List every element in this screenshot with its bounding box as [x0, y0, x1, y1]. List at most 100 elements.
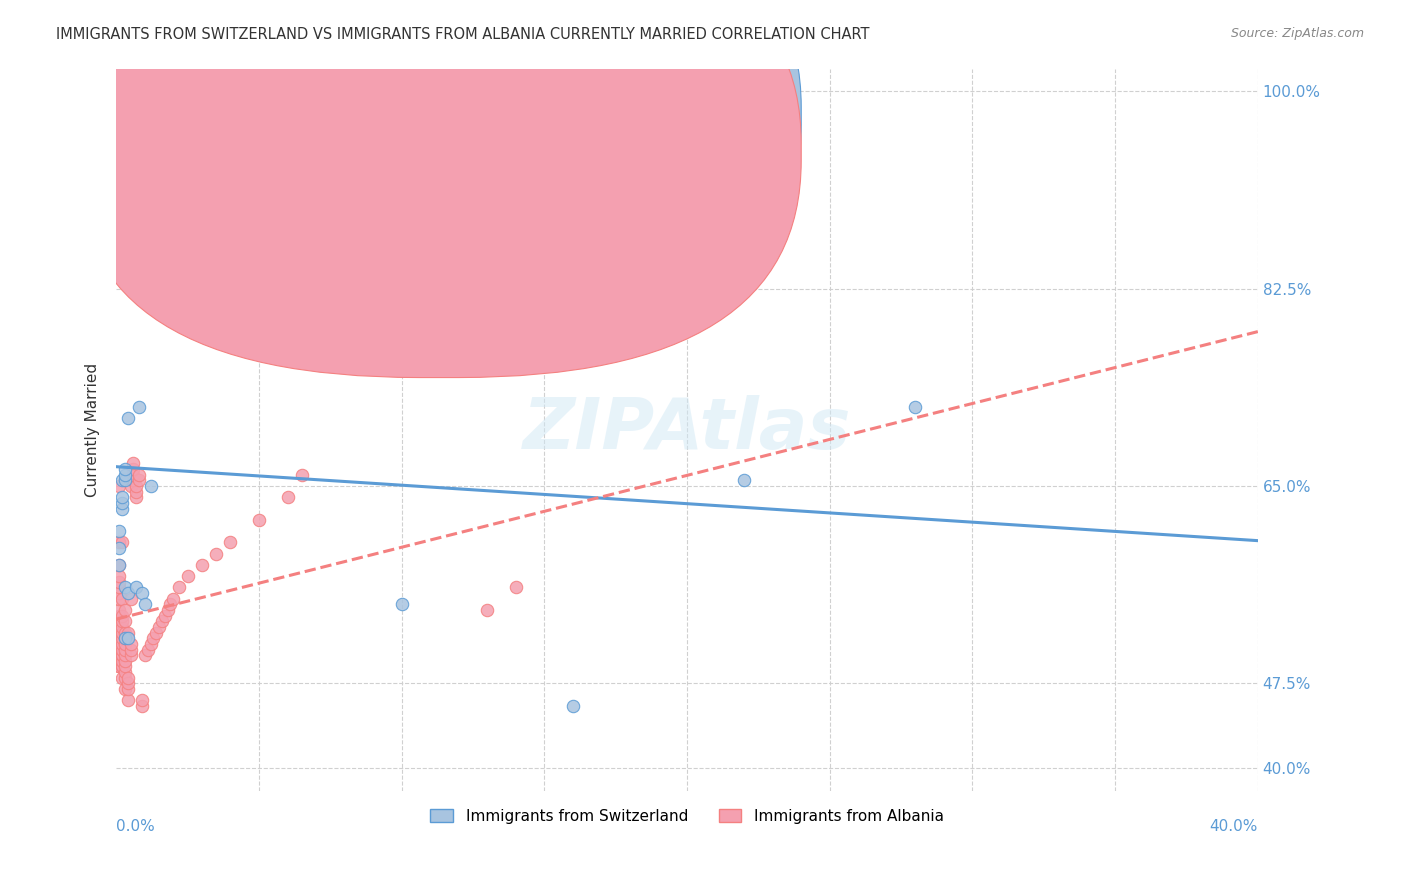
Text: 99: 99	[658, 152, 679, 167]
Point	[120, 642, 142, 657]
Point	[117, 681, 139, 696]
Text: N =: N =	[591, 152, 634, 167]
Text: 0.0%: 0.0%	[117, 819, 155, 834]
Point	[111, 654, 134, 668]
Point	[117, 411, 139, 425]
Point	[219, 535, 242, 549]
Point	[108, 637, 131, 651]
Point	[111, 496, 134, 510]
Point	[108, 541, 131, 555]
Point	[117, 693, 139, 707]
FancyBboxPatch shape	[453, 83, 796, 199]
Point	[108, 524, 131, 538]
Point	[131, 586, 153, 600]
Point	[114, 632, 136, 646]
Point	[114, 637, 136, 651]
Point	[904, 400, 927, 414]
FancyBboxPatch shape	[76, 0, 801, 342]
Point	[117, 676, 139, 690]
Point	[120, 591, 142, 606]
Point	[108, 620, 131, 634]
Point	[108, 620, 131, 634]
Point	[111, 615, 134, 629]
Point	[156, 163, 179, 178]
Point	[108, 632, 131, 646]
Point	[108, 574, 131, 589]
Point	[108, 648, 131, 663]
Point	[114, 632, 136, 646]
Point	[114, 467, 136, 482]
Point	[142, 632, 165, 646]
Point	[120, 231, 142, 245]
Point	[505, 581, 527, 595]
Text: R =: R =	[482, 115, 515, 130]
Point	[108, 637, 131, 651]
Point	[159, 598, 181, 612]
Text: 0.139: 0.139	[533, 115, 581, 130]
Point	[122, 231, 145, 245]
Point	[128, 473, 150, 487]
Y-axis label: Currently Married: Currently Married	[86, 362, 100, 497]
Point	[153, 608, 176, 623]
Text: Source: ZipAtlas.com: Source: ZipAtlas.com	[1230, 27, 1364, 40]
Point	[139, 637, 162, 651]
Point	[134, 648, 156, 663]
Point	[162, 591, 184, 606]
Point	[125, 490, 148, 504]
Point	[108, 659, 131, 673]
Point	[108, 632, 131, 646]
Point	[142, 197, 165, 211]
Text: IMMIGRANTS FROM SWITZERLAND VS IMMIGRANTS FROM ALBANIA CURRENTLY MARRIED CORRELA: IMMIGRANTS FROM SWITZERLAND VS IMMIGRANT…	[56, 27, 870, 42]
Point	[247, 513, 270, 527]
Point	[111, 490, 134, 504]
Point	[122, 467, 145, 482]
Point	[108, 625, 131, 640]
Point	[125, 479, 148, 493]
Point	[128, 400, 150, 414]
Text: ZIPAtlas: ZIPAtlas	[523, 395, 851, 464]
Point	[120, 479, 142, 493]
Point	[114, 625, 136, 640]
Point	[111, 659, 134, 673]
Point	[391, 598, 413, 612]
Point	[276, 490, 298, 504]
Point	[122, 473, 145, 487]
Point	[122, 462, 145, 476]
Point	[108, 581, 131, 595]
Point	[131, 698, 153, 713]
Point	[114, 473, 136, 487]
Point	[733, 473, 755, 487]
Point	[108, 659, 131, 673]
Point	[108, 558, 131, 572]
Point	[108, 648, 131, 663]
Point	[108, 603, 131, 617]
Point	[120, 276, 142, 290]
Point	[477, 603, 499, 617]
Point	[108, 569, 131, 583]
Point	[108, 558, 131, 572]
Point	[108, 535, 131, 549]
Point	[111, 671, 134, 685]
Point	[111, 642, 134, 657]
Point	[111, 625, 134, 640]
Point	[108, 591, 131, 606]
Point	[111, 659, 134, 673]
Point	[136, 642, 159, 657]
Point	[114, 642, 136, 657]
Point	[117, 671, 139, 685]
Point	[148, 620, 170, 634]
Point	[114, 681, 136, 696]
Text: R =: R =	[482, 152, 515, 167]
Point	[122, 219, 145, 234]
Text: 0.099: 0.099	[533, 152, 581, 167]
Point	[108, 608, 131, 623]
Point	[114, 462, 136, 476]
Point	[108, 654, 131, 668]
Point	[150, 615, 173, 629]
Point	[117, 632, 139, 646]
Point	[117, 625, 139, 640]
Point	[114, 671, 136, 685]
Point	[114, 659, 136, 673]
Point	[111, 535, 134, 549]
Point	[108, 648, 131, 663]
